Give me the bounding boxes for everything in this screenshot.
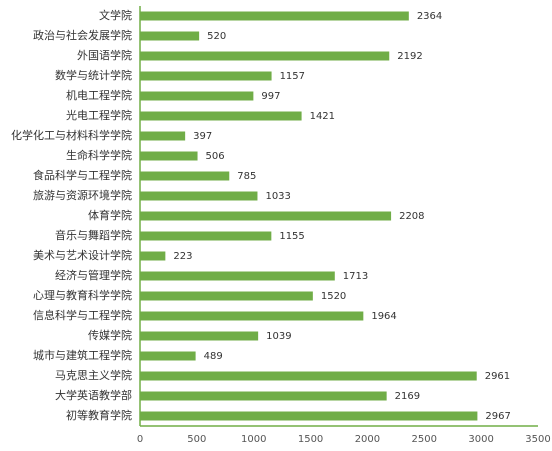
category-label: 城市与建筑工程学院	[33, 348, 132, 362]
x-tick-label: 0	[137, 434, 143, 445]
value-label: 785	[237, 171, 256, 182]
bars-group	[140, 11, 478, 421]
value-label: 1964	[371, 311, 396, 322]
value-label: 520	[207, 31, 226, 42]
value-label: 2169	[395, 391, 420, 402]
value-label: 397	[193, 131, 212, 142]
category-label: 生命科学学院	[66, 148, 132, 162]
bar	[140, 311, 364, 321]
value-label: 1713	[343, 271, 368, 282]
category-label: 数学与统计学院	[55, 68, 132, 82]
x-axis-ticks: 0 500 1000 1500 2000 2500 3000 3500	[137, 434, 551, 445]
bar	[140, 251, 166, 261]
bar	[140, 291, 313, 301]
value-label: 2364	[417, 11, 442, 22]
category-label: 机电工程学院	[66, 88, 132, 102]
value-label: 1520	[321, 291, 346, 302]
bar	[140, 111, 302, 121]
bar	[140, 231, 272, 241]
bar	[140, 91, 254, 101]
value-label: 1039	[266, 331, 291, 342]
bar	[140, 11, 409, 21]
category-label: 化学化工与材料科学学院	[11, 128, 132, 142]
x-tick-label: 2500	[412, 434, 437, 445]
bar	[140, 131, 186, 141]
x-tick-label: 500	[187, 434, 206, 445]
value-label: 489	[204, 351, 223, 362]
category-label: 信息科学与工程学院	[33, 308, 132, 322]
bar	[140, 151, 198, 161]
value-label: 1421	[310, 111, 335, 122]
bar	[140, 371, 477, 381]
bar	[140, 331, 259, 341]
bar	[140, 411, 478, 421]
value-label: 997	[261, 91, 280, 102]
category-label: 食品科学与工程学院	[33, 168, 132, 182]
bar	[140, 271, 335, 281]
bar	[140, 51, 390, 61]
value-label: 2961	[485, 371, 510, 382]
bar	[140, 351, 196, 361]
category-label: 文学院	[99, 8, 132, 22]
category-label: 马克思主义学院	[55, 368, 132, 382]
x-tick-label: 3500	[525, 434, 550, 445]
category-label: 光电工程学院	[66, 108, 132, 122]
x-tick-label: 3000	[468, 434, 493, 445]
category-label: 外国语学院	[77, 48, 132, 62]
x-tick-label: 2000	[355, 434, 380, 445]
value-label: 2967	[485, 411, 510, 422]
category-label: 初等教育学院	[66, 408, 132, 422]
value-label: 2208	[399, 211, 424, 222]
value-label: 1033	[265, 191, 290, 202]
value-label: 223	[173, 251, 192, 262]
bar	[140, 171, 230, 181]
category-label: 美术与艺术设计学院	[33, 248, 132, 262]
category-label: 传媒学院	[88, 328, 132, 342]
category-label: 经济与管理学院	[55, 268, 132, 282]
category-label: 大学英语教学部	[55, 388, 132, 402]
bar	[140, 71, 272, 81]
category-label: 体育学院	[88, 208, 132, 222]
x-tick-label: 1000	[241, 434, 266, 445]
value-label: 1155	[279, 231, 304, 242]
x-tick-label: 1500	[298, 434, 323, 445]
category-label: 旅游与资源环境学院	[33, 188, 132, 202]
bar	[140, 31, 200, 41]
category-label: 心理与教育科学学院	[33, 288, 132, 302]
value-label: 2192	[397, 51, 422, 62]
category-label: 音乐与舞蹈学院	[55, 228, 132, 242]
bar	[140, 191, 258, 201]
bar	[140, 391, 387, 401]
value-label: 1157	[280, 71, 305, 82]
category-label: 政治与社会发展学院	[33, 28, 132, 42]
value-label: 506	[206, 151, 225, 162]
category-labels: 文学院政治与社会发展学院外国语学院数学与统计学院机电工程学院光电工程学院化学化工…	[11, 8, 132, 422]
bar	[140, 211, 392, 221]
